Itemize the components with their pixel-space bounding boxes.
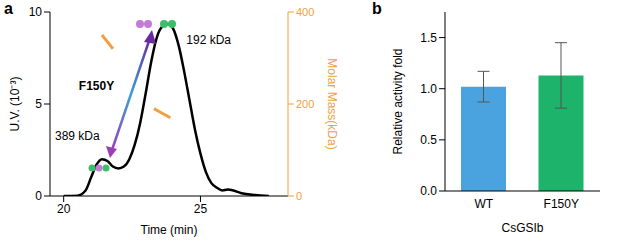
svg-text:Time (min): Time (min) — [141, 223, 198, 237]
svg-text:WT: WT — [474, 197, 493, 211]
svg-text:200: 200 — [296, 98, 314, 110]
svg-text:0: 0 — [296, 190, 302, 202]
svg-text:1.0: 1.0 — [420, 82, 437, 96]
svg-text:0.0: 0.0 — [420, 184, 437, 198]
svg-text:5: 5 — [35, 97, 42, 111]
svg-text:Molar Mass(kDa): Molar Mass(kDa) — [325, 58, 339, 149]
svg-text:0.5: 0.5 — [420, 133, 437, 147]
svg-text:F150Y: F150Y — [544, 197, 579, 211]
svg-text:F150Y: F150Y — [79, 79, 114, 93]
svg-text:U.V. (10⁻³): U.V. (10⁻³) — [8, 77, 22, 132]
svg-text:10: 10 — [29, 5, 43, 19]
svg-text:Relative activity fold: Relative activity fold — [391, 48, 405, 154]
html-text:a: a — [4, 0, 13, 17]
svg-text:389 kDa: 389 kDa — [55, 129, 100, 143]
svg-text:25: 25 — [194, 202, 208, 216]
svg-text:20: 20 — [57, 202, 71, 216]
svg-text:192 kDa: 192 kDa — [186, 33, 231, 47]
svg-text:400: 400 — [296, 6, 314, 18]
svg-text:1.5: 1.5 — [420, 31, 437, 45]
svg-text:CsGSIb: CsGSIb — [501, 221, 543, 235]
html-text:b: b — [372, 0, 382, 17]
svg-text:0: 0 — [35, 189, 42, 203]
